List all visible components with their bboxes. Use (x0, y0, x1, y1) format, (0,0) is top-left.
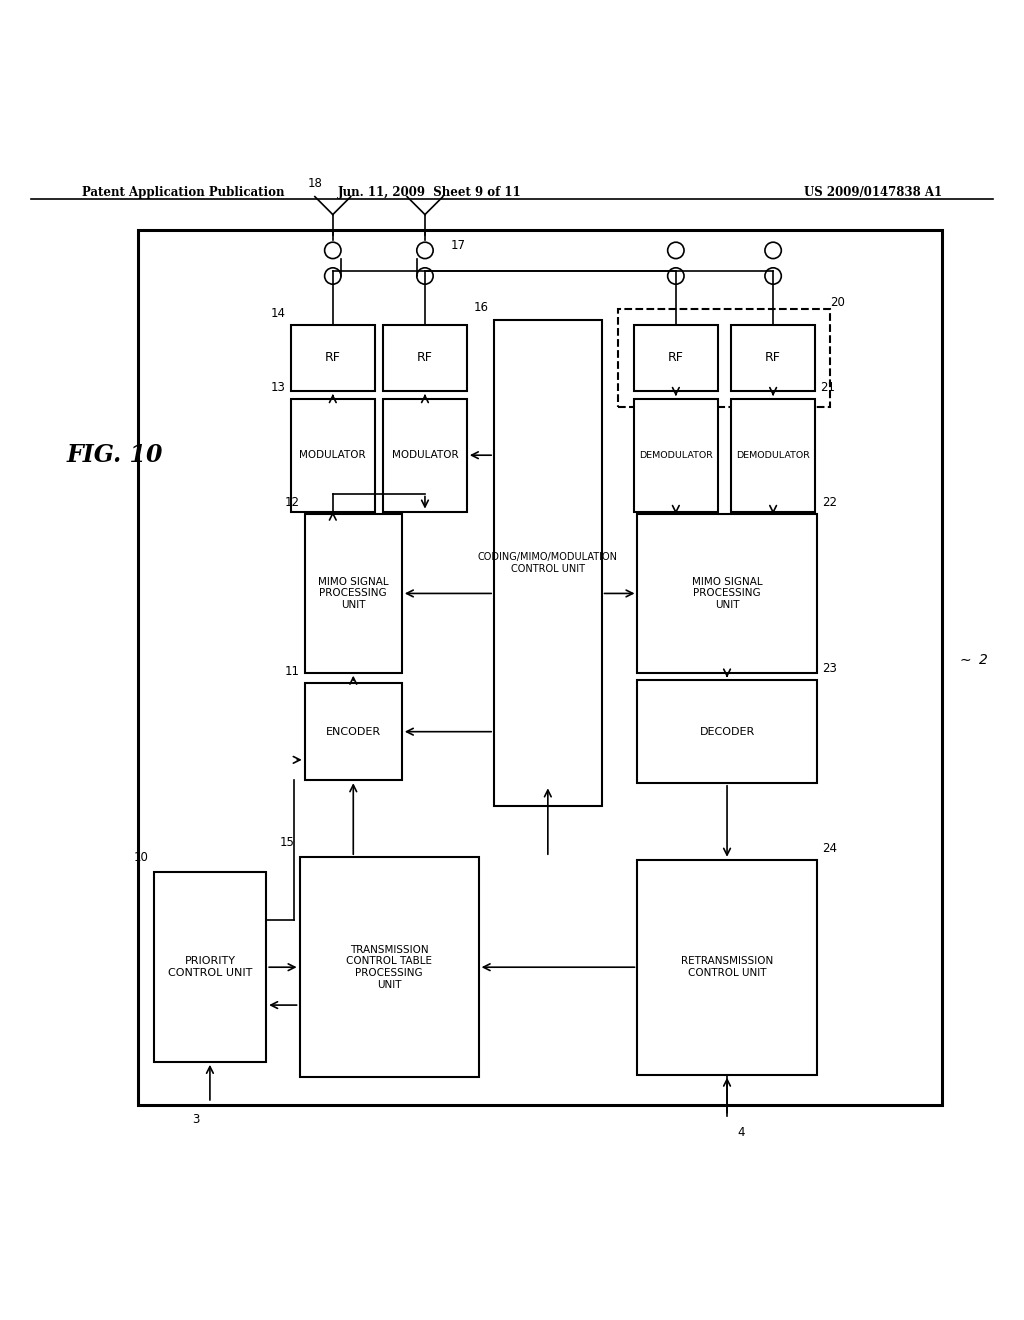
Text: Patent Application Publication: Patent Application Publication (82, 186, 285, 199)
Text: 16: 16 (474, 301, 489, 314)
FancyBboxPatch shape (291, 399, 375, 512)
Text: MIMO SIGNAL
PROCESSING
UNIT: MIMO SIGNAL PROCESSING UNIT (692, 577, 762, 610)
Text: 24: 24 (821, 842, 837, 854)
Text: 18: 18 (307, 177, 323, 190)
Text: PRIORITY
CONTROL UNIT: PRIORITY CONTROL UNIT (168, 957, 252, 978)
FancyBboxPatch shape (637, 513, 816, 673)
Text: 12: 12 (285, 496, 299, 510)
FancyBboxPatch shape (138, 230, 942, 1105)
Text: 4: 4 (737, 1126, 744, 1139)
Text: 20: 20 (830, 296, 846, 309)
FancyBboxPatch shape (383, 325, 467, 391)
Text: RF: RF (668, 351, 684, 364)
Text: FIG. 10: FIG. 10 (67, 444, 163, 467)
Text: 22: 22 (821, 496, 837, 510)
FancyBboxPatch shape (299, 857, 478, 1077)
Text: 10: 10 (133, 851, 148, 865)
FancyBboxPatch shape (305, 513, 401, 673)
Text: RETRANSMISSION
CONTROL UNIT: RETRANSMISSION CONTROL UNIT (681, 957, 773, 978)
Text: ENCODER: ENCODER (326, 727, 381, 737)
Text: RF: RF (325, 351, 341, 364)
FancyBboxPatch shape (383, 399, 467, 512)
Text: 13: 13 (270, 380, 286, 393)
Text: 21: 21 (820, 380, 836, 393)
FancyBboxPatch shape (634, 399, 718, 512)
Text: 23: 23 (821, 663, 837, 676)
FancyBboxPatch shape (154, 873, 266, 1061)
Text: 11: 11 (285, 665, 299, 678)
Text: MODULATOR: MODULATOR (299, 450, 367, 461)
Text: Jun. 11, 2009  Sheet 9 of 11: Jun. 11, 2009 Sheet 9 of 11 (338, 186, 522, 199)
Text: RF: RF (417, 351, 433, 364)
Text: MIMO SIGNAL
PROCESSING
UNIT: MIMO SIGNAL PROCESSING UNIT (318, 577, 388, 610)
Text: 3: 3 (193, 1113, 200, 1126)
Text: 14: 14 (270, 306, 286, 319)
Text: CODING/MIMO/MODULATION
CONTROL UNIT: CODING/MIMO/MODULATION CONTROL UNIT (478, 552, 617, 573)
FancyBboxPatch shape (637, 859, 816, 1074)
Text: $\sim$ 2: $\sim$ 2 (957, 653, 989, 667)
Text: US 2009/0147838 A1: US 2009/0147838 A1 (804, 186, 942, 199)
FancyBboxPatch shape (291, 325, 375, 391)
Text: MODULATOR: MODULATOR (391, 450, 459, 461)
Text: TRANSMISSION
CONTROL TABLE
PROCESSING
UNIT: TRANSMISSION CONTROL TABLE PROCESSING UN… (346, 945, 432, 990)
Text: DEMODULATOR: DEMODULATOR (639, 450, 713, 459)
FancyBboxPatch shape (731, 325, 815, 391)
FancyBboxPatch shape (305, 682, 401, 780)
FancyBboxPatch shape (634, 325, 718, 391)
Text: 17: 17 (451, 239, 466, 252)
FancyBboxPatch shape (731, 399, 815, 512)
Text: 15: 15 (280, 836, 295, 849)
Text: RF: RF (765, 351, 781, 364)
FancyBboxPatch shape (495, 319, 602, 807)
Text: DEMODULATOR: DEMODULATOR (736, 450, 810, 459)
Text: DECODER: DECODER (699, 727, 755, 737)
FancyBboxPatch shape (637, 681, 816, 783)
